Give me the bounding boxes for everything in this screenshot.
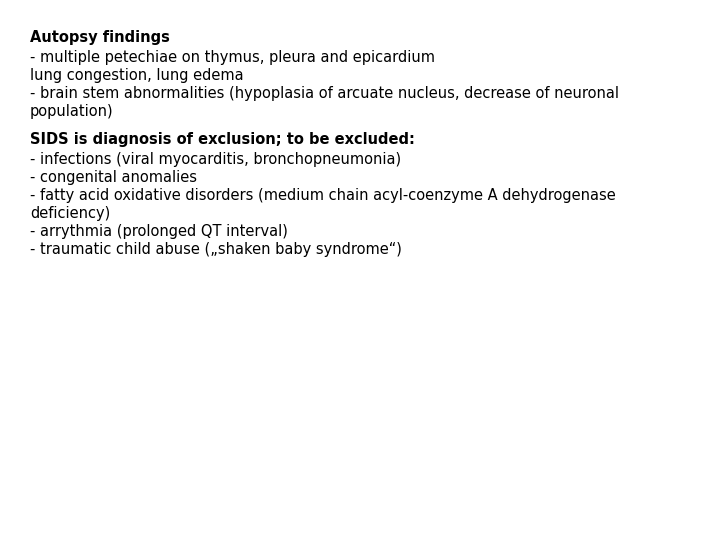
Text: deficiency): deficiency) <box>30 206 110 221</box>
Text: - brain stem abnormalities (hypoplasia of arcuate nucleus, decrease of neuronal: - brain stem abnormalities (hypoplasia o… <box>30 86 619 101</box>
Text: - multiple petechiae on thymus, pleura and epicardium: - multiple petechiae on thymus, pleura a… <box>30 50 435 65</box>
Text: - traumatic child abuse („shaken baby syndrome“): - traumatic child abuse („shaken baby sy… <box>30 242 402 257</box>
Text: population): population) <box>30 104 114 119</box>
Text: - infections (viral myocarditis, bronchopneumonia): - infections (viral myocarditis, broncho… <box>30 152 401 167</box>
Text: lung congestion, lung edema: lung congestion, lung edema <box>30 68 243 83</box>
Text: Autopsy findings: Autopsy findings <box>30 30 170 45</box>
Text: - congenital anomalies: - congenital anomalies <box>30 170 197 185</box>
Text: - arrythmia (prolonged QT interval): - arrythmia (prolonged QT interval) <box>30 224 288 239</box>
Text: - fatty acid oxidative disorders (medium chain acyl-coenzyme A dehydrogenase: - fatty acid oxidative disorders (medium… <box>30 188 616 203</box>
Text: SIDS is diagnosis of exclusion; to be excluded:: SIDS is diagnosis of exclusion; to be ex… <box>30 132 415 147</box>
